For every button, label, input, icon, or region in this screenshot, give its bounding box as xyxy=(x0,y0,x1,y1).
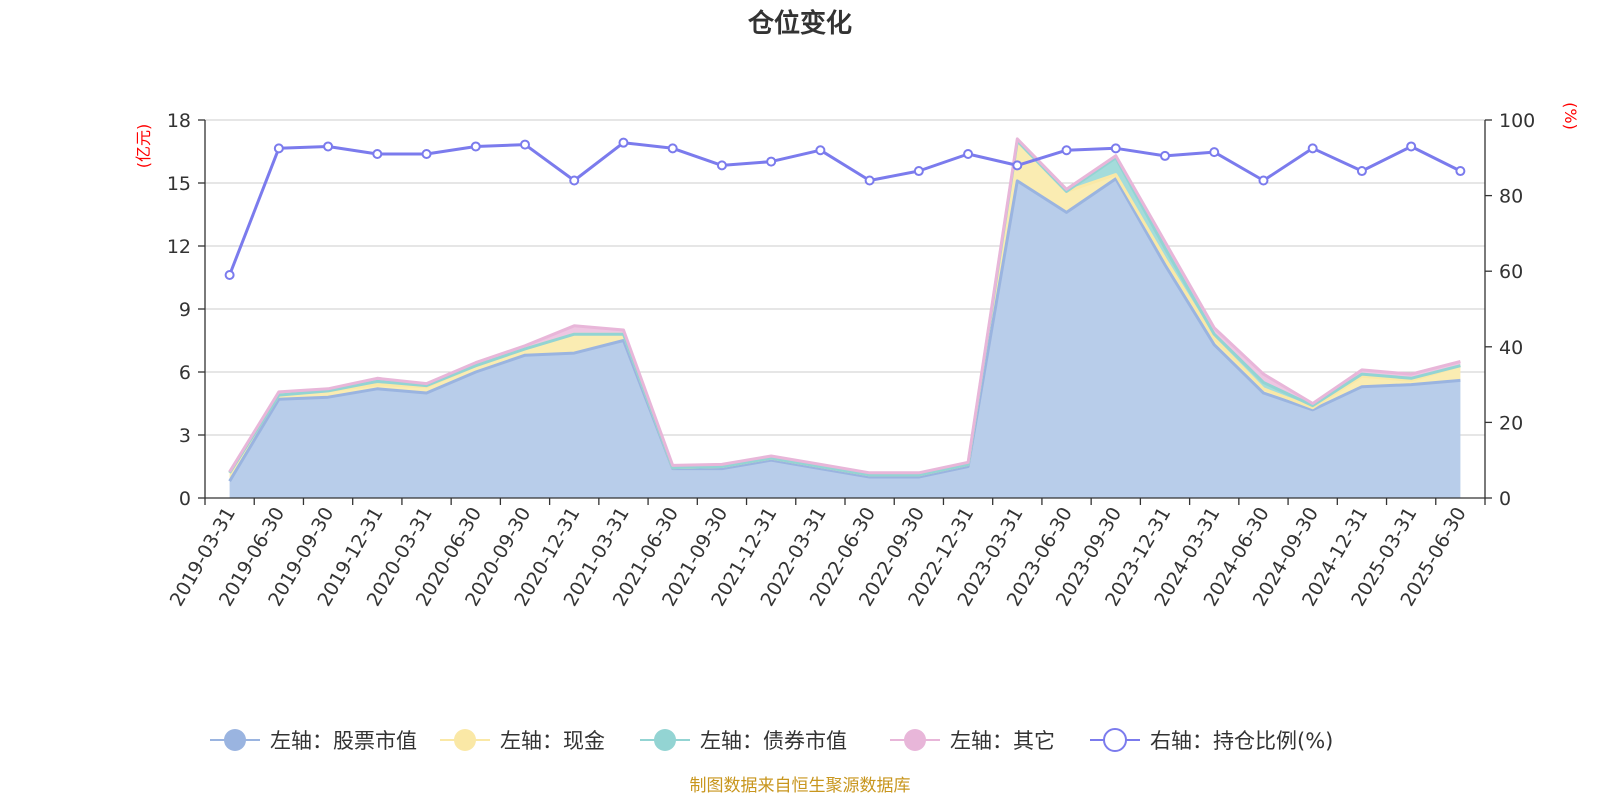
ratio-point[interactable] xyxy=(1455,166,1466,177)
right-tick-label: 100 xyxy=(1499,110,1535,132)
legend-item-5[interactable]: 右轴：持仓比例(%) xyxy=(1090,728,1333,753)
axes: 03691215180204060801002019-03-312019-06-… xyxy=(166,110,1536,610)
ratio-line-path xyxy=(228,141,1462,276)
legend-marker xyxy=(1103,728,1127,752)
legend-item-1[interactable]: 左轴：股票市值 xyxy=(210,729,417,753)
legend-label: 右轴：持仓比例(%) xyxy=(1150,729,1333,753)
left-tick-label: 9 xyxy=(179,299,191,321)
right-tick-label: 0 xyxy=(1499,488,1511,510)
left-axis-unit: (亿元) xyxy=(134,124,153,169)
legend-marker xyxy=(454,729,476,751)
ratio-point[interactable] xyxy=(864,175,875,186)
chart-title: 仓位变化 xyxy=(747,8,852,39)
ratio-point[interactable] xyxy=(1061,145,1072,156)
legend-item-3[interactable]: 左轴：债券市值 xyxy=(640,729,847,753)
right-tick-label: 20 xyxy=(1499,412,1523,434)
area-edge-4 xyxy=(228,137,1461,475)
data-source-note: 制图数据来自恒生聚源数据库 xyxy=(690,776,911,796)
right-axis-unit: (%) xyxy=(1561,102,1580,130)
legend-item-4[interactable]: 左轴：其它 xyxy=(890,729,1055,753)
legend-marker xyxy=(654,729,676,751)
legend-label: 左轴：债券市值 xyxy=(700,729,847,753)
ratio-line xyxy=(224,137,1466,280)
legend-item-2[interactable]: 左轴：现金 xyxy=(440,729,605,753)
left-tick-label: 3 xyxy=(179,425,191,447)
area-1 xyxy=(229,178,1461,499)
left-tick-label: 12 xyxy=(167,236,191,258)
right-tick-label: 80 xyxy=(1499,186,1523,208)
left-tick-label: 6 xyxy=(179,362,191,384)
ratio-point[interactable] xyxy=(1406,141,1417,152)
legend[interactable]: 左轴：股票市值 左轴：现金 左轴：债券市值 左轴：其它 右轴：持仓比例(%) xyxy=(210,728,1333,753)
ratio-point[interactable] xyxy=(1307,143,1318,154)
ratio-point[interactable] xyxy=(1209,147,1220,158)
left-tick-label: 0 xyxy=(179,488,191,510)
left-tick-label: 15 xyxy=(167,173,191,195)
ratio-point[interactable] xyxy=(1258,175,1269,186)
ratio-point[interactable] xyxy=(372,149,383,160)
ratio-point[interactable] xyxy=(323,141,334,152)
ratio-point[interactable] xyxy=(963,149,974,160)
ratio-point[interactable] xyxy=(1160,150,1170,161)
ratio-point[interactable] xyxy=(667,143,678,154)
ratio-point[interactable] xyxy=(224,269,235,280)
area-edge-3 xyxy=(228,139,1461,477)
ratio-point[interactable] xyxy=(520,139,530,150)
legend-marker xyxy=(224,729,246,751)
legend-marker xyxy=(904,729,926,751)
area-edge-1 xyxy=(228,177,1461,482)
right-tick-label: 40 xyxy=(1499,337,1523,359)
stacked-areas xyxy=(228,137,1461,499)
legend-label: 左轴：现金 xyxy=(500,729,605,753)
ratio-point[interactable] xyxy=(618,137,629,148)
ratio-point[interactable] xyxy=(913,166,924,177)
ratio-point[interactable] xyxy=(470,141,481,152)
ratio-point[interactable] xyxy=(421,149,432,160)
ratio-point[interactable] xyxy=(273,143,284,154)
ratio-point[interactable] xyxy=(716,160,727,171)
ratio-point[interactable] xyxy=(569,175,580,186)
right-tick-label: 60 xyxy=(1499,261,1523,283)
ratio-point[interactable] xyxy=(1356,166,1367,177)
legend-label: 左轴：股票市值 xyxy=(270,729,417,753)
ratio-point[interactable] xyxy=(1110,143,1121,154)
ratio-point[interactable] xyxy=(815,145,826,156)
legend-label: 左轴：其它 xyxy=(950,729,1055,753)
left-tick-label: 18 xyxy=(167,110,191,132)
ratio-point[interactable] xyxy=(1012,160,1023,171)
ratio-point[interactable] xyxy=(766,156,777,167)
